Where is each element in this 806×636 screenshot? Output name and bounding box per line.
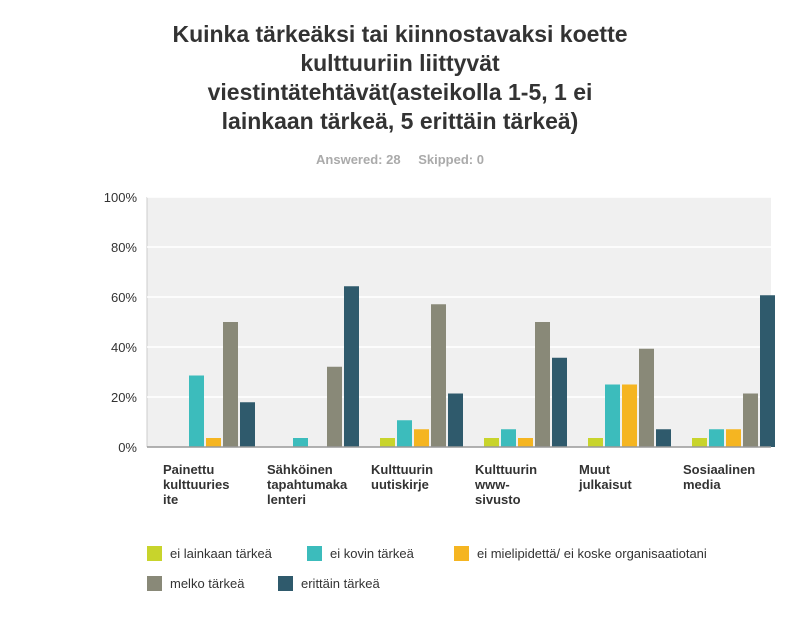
bar xyxy=(414,429,429,447)
bar xyxy=(397,420,412,447)
legend-swatch xyxy=(454,546,469,561)
legend: ei lainkaan tärkeä ei kovin tärkeä ei miel… xyxy=(147,546,707,591)
x-category-label-line: ite xyxy=(163,492,178,507)
x-category-label: Muut julkaisut xyxy=(578,462,632,492)
bar xyxy=(743,393,758,447)
x-category-label-line: Kulttuurin xyxy=(475,462,537,477)
bar xyxy=(344,286,359,447)
response-counts: Answered: 28 Skipped: 0 xyxy=(0,152,800,167)
x-category-label-line: Kulttuurin xyxy=(371,462,433,477)
x-category-label-line: Painettu xyxy=(163,462,214,477)
x-category-label: Sähköinen tapahtumaka lenteri xyxy=(267,462,348,507)
bar xyxy=(605,384,620,447)
bar xyxy=(223,322,238,447)
y-tick-label: 60% xyxy=(111,290,137,305)
legend-label: melko tärkeä xyxy=(170,576,245,591)
y-tick-label: 100% xyxy=(104,190,138,205)
x-category-label-line: lenteri xyxy=(267,492,306,507)
legend-swatch xyxy=(307,546,322,561)
bar xyxy=(535,322,550,447)
plot-area xyxy=(146,196,775,448)
x-axis: Painettu kulttuuries ite Sähköinen tapahtuma… xyxy=(163,462,755,507)
x-category-label-line: media xyxy=(683,477,721,492)
y-tick-label: 40% xyxy=(111,340,137,355)
bar xyxy=(484,438,499,447)
bar xyxy=(760,295,775,447)
x-category-label-line: Muut xyxy=(579,462,611,477)
bar xyxy=(552,357,567,447)
x-category-label-line: www- xyxy=(474,477,510,492)
x-category-label: Painettu kulttuuries ite xyxy=(163,462,229,507)
legend-label: ei mielipidettä/ ei koske organisaatiota… xyxy=(477,546,707,561)
y-tick-label: 0% xyxy=(118,440,137,455)
title-line: lainkaan tärkeä, 5 erittäin tärkeä) xyxy=(221,108,579,134)
legend-label: ei kovin tärkeä xyxy=(330,546,415,561)
bar xyxy=(726,429,741,447)
y-tick-label: 80% xyxy=(111,240,137,255)
bar xyxy=(692,438,707,447)
answered-count: Answered: 28 xyxy=(316,152,401,167)
legend-label: erittäin tärkeä xyxy=(301,576,381,591)
x-category-label-line: uutiskirje xyxy=(371,477,429,492)
title-line: Kuinka tärkeäksi tai kiinnostavaksi koet… xyxy=(172,21,628,47)
bar xyxy=(293,438,308,447)
bar xyxy=(518,438,533,447)
legend-swatch xyxy=(147,576,162,591)
x-category-label-line: sivusto xyxy=(475,492,521,507)
x-category-label: Sosiaalinen media xyxy=(683,462,755,492)
legend-swatch xyxy=(147,546,162,561)
x-category-label-line: Sosiaalinen xyxy=(683,462,755,477)
bar xyxy=(240,402,255,447)
bar xyxy=(501,429,516,447)
legend-swatch xyxy=(278,576,293,591)
bar xyxy=(709,429,724,447)
bar xyxy=(380,438,395,447)
bar xyxy=(622,384,637,447)
bar xyxy=(656,429,671,447)
x-category-label: Kulttuurin www-sivusto xyxy=(474,462,537,507)
x-category-label-line: julkaisut xyxy=(578,477,632,492)
bar xyxy=(639,348,654,447)
skipped-count: Skipped: 0 xyxy=(418,152,484,167)
bar xyxy=(189,375,204,447)
bar xyxy=(327,366,342,447)
x-category-label: Kulttuurin uutiskirje xyxy=(371,462,433,492)
bar xyxy=(588,438,603,447)
y-axis: 0% 20% 40% 60% 80% 100% xyxy=(104,190,138,455)
x-category-label-line: Sähköinen xyxy=(267,462,333,477)
title-line: viestintätehtävät(asteikolla 1-5, 1 ei xyxy=(207,79,593,105)
bar xyxy=(206,438,221,447)
title-line: kulttuuriin liittyvät xyxy=(300,50,500,76)
bar xyxy=(431,304,446,447)
x-category-label-line: tapahtumaka xyxy=(267,477,348,492)
x-category-label-line: kulttuuries xyxy=(163,477,229,492)
legend-label: ei lainkaan tärkeä xyxy=(170,546,273,561)
bar xyxy=(448,393,463,447)
y-tick-label: 20% xyxy=(111,390,137,405)
chart-title: Kuinka tärkeäksi tai kiinnostavaksi koet… xyxy=(140,20,660,136)
